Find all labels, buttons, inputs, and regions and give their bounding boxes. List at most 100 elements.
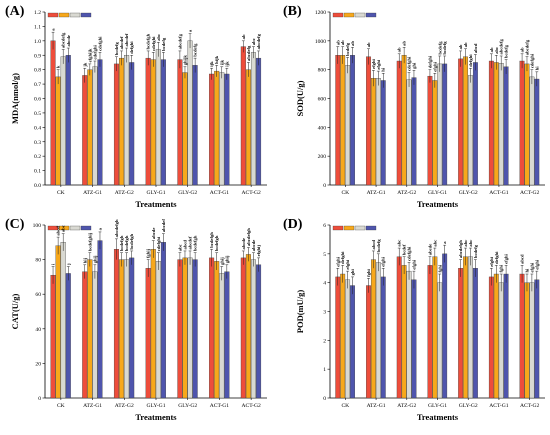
- bar: [55, 76, 61, 186]
- bar: [442, 253, 448, 399]
- bar: [256, 57, 262, 186]
- significance-label: i: [51, 263, 56, 265]
- bar: [503, 66, 509, 186]
- bar: [224, 271, 230, 399]
- significance-label: cdefghi: [97, 36, 102, 51]
- legend-swatch: [354, 225, 366, 231]
- significance-label: hi: [534, 66, 539, 71]
- x-tick-label: ATZ-G1: [83, 403, 102, 409]
- bar: [50, 274, 56, 399]
- significance-label: abcde: [151, 228, 156, 239]
- bar: [214, 261, 220, 399]
- x-tick-label: ACT-G1: [210, 190, 230, 196]
- significance-label: bcdefg: [345, 42, 350, 56]
- significance-label: ab: [241, 34, 246, 39]
- significance-label: bcdefg: [473, 244, 478, 258]
- y-axis-title: MDA(nmol/g): [10, 73, 20, 124]
- bar: [335, 55, 341, 186]
- bar: [335, 276, 341, 399]
- y-axis-title: CAT(U/g): [10, 293, 20, 329]
- y-tick-label: 0.7: [34, 82, 41, 88]
- significance-label: efghi: [504, 253, 509, 263]
- bar: [192, 259, 198, 399]
- bar: [150, 249, 156, 399]
- significance-label: cdefghi: [407, 56, 412, 71]
- y-tick-label: 2: [323, 338, 326, 344]
- significance-label: hijk: [214, 55, 219, 63]
- significance-label: abcdef: [119, 36, 124, 49]
- significance-label: ghijk: [182, 55, 187, 66]
- bar: [437, 282, 443, 399]
- significance-label: ab: [366, 42, 371, 47]
- bar: [534, 279, 540, 399]
- significance-label: ijk: [209, 61, 214, 67]
- significance-label: ghij: [219, 257, 224, 265]
- bar: [488, 60, 494, 186]
- bar: [119, 57, 125, 186]
- significance-label: fghi: [366, 268, 371, 276]
- bar: [406, 79, 412, 186]
- bar: [380, 276, 386, 399]
- y-tick-label: 0.4: [34, 125, 41, 131]
- bar: [472, 268, 478, 399]
- bar: [82, 75, 88, 186]
- bar: [155, 49, 161, 186]
- bar: [493, 62, 499, 186]
- y-tick-label: 1000: [315, 39, 326, 45]
- bar: [380, 80, 386, 186]
- y-tick-label: 0.9: [34, 53, 41, 59]
- significance-label: abcdef: [188, 236, 193, 249]
- significance-label: bcdefgh: [124, 235, 129, 251]
- significance-label: defghi: [340, 251, 345, 264]
- bar: [65, 55, 71, 186]
- x-tick-label: ACT-G1: [489, 190, 509, 196]
- bar: [240, 257, 246, 399]
- significance-label: defghi: [494, 251, 499, 264]
- bar: [65, 273, 71, 399]
- significance-label: abc: [468, 240, 473, 247]
- y-tick-label: 5: [323, 252, 326, 258]
- significance-label: abcd: [56, 226, 61, 236]
- y-tick-label: 0: [323, 183, 326, 189]
- significance-label: bcdefg: [437, 41, 442, 55]
- y-axis-title: SOD(U/g): [295, 80, 305, 116]
- significance-label: abcd: [182, 240, 187, 250]
- bar: [437, 63, 443, 186]
- y-tick-label: 1.1: [34, 24, 41, 30]
- significance-label: hi: [524, 268, 529, 273]
- y-tick-label: 3: [323, 310, 326, 316]
- x-tick-label: GLY-G2: [178, 403, 197, 409]
- significance-label: efghi: [381, 256, 386, 266]
- bar: [396, 256, 402, 399]
- significance-label: ab: [397, 47, 402, 52]
- bar: [345, 279, 351, 399]
- legend: [47, 12, 92, 18]
- significance-label: ab: [335, 40, 340, 45]
- significance-label: efghi: [376, 59, 381, 69]
- bar: [442, 63, 448, 186]
- bar: [245, 69, 251, 186]
- bar: [177, 259, 183, 399]
- bar: [97, 240, 103, 399]
- bar: [468, 75, 473, 186]
- x-tick-label: ATZ-G2: [115, 190, 134, 196]
- x-axis-title: Treatments: [135, 199, 177, 209]
- bar: [340, 273, 346, 399]
- bar: [113, 63, 119, 186]
- significance-label: bcdefgh: [193, 235, 198, 251]
- significance-label: abcde: [66, 35, 71, 46]
- significance-label: efghi: [534, 259, 539, 269]
- y-tick-label: 400: [318, 125, 327, 131]
- bar: [209, 257, 215, 399]
- legend-swatch: [58, 225, 70, 231]
- bar: [519, 273, 525, 399]
- bar: [160, 59, 166, 186]
- x-tick-label: CK: [341, 190, 349, 196]
- chart-panel-2: (B) 0 200 400 600 800 1000 1200 SOD(U/g) Treatmen…: [283, 4, 545, 209]
- y-tick-label: 1.0: [34, 39, 41, 45]
- y-tick-label: 200: [318, 154, 327, 160]
- bar: [150, 59, 156, 186]
- y-tick-label: 0.2: [34, 154, 41, 160]
- x-tick-label: GLY-G1: [428, 403, 447, 409]
